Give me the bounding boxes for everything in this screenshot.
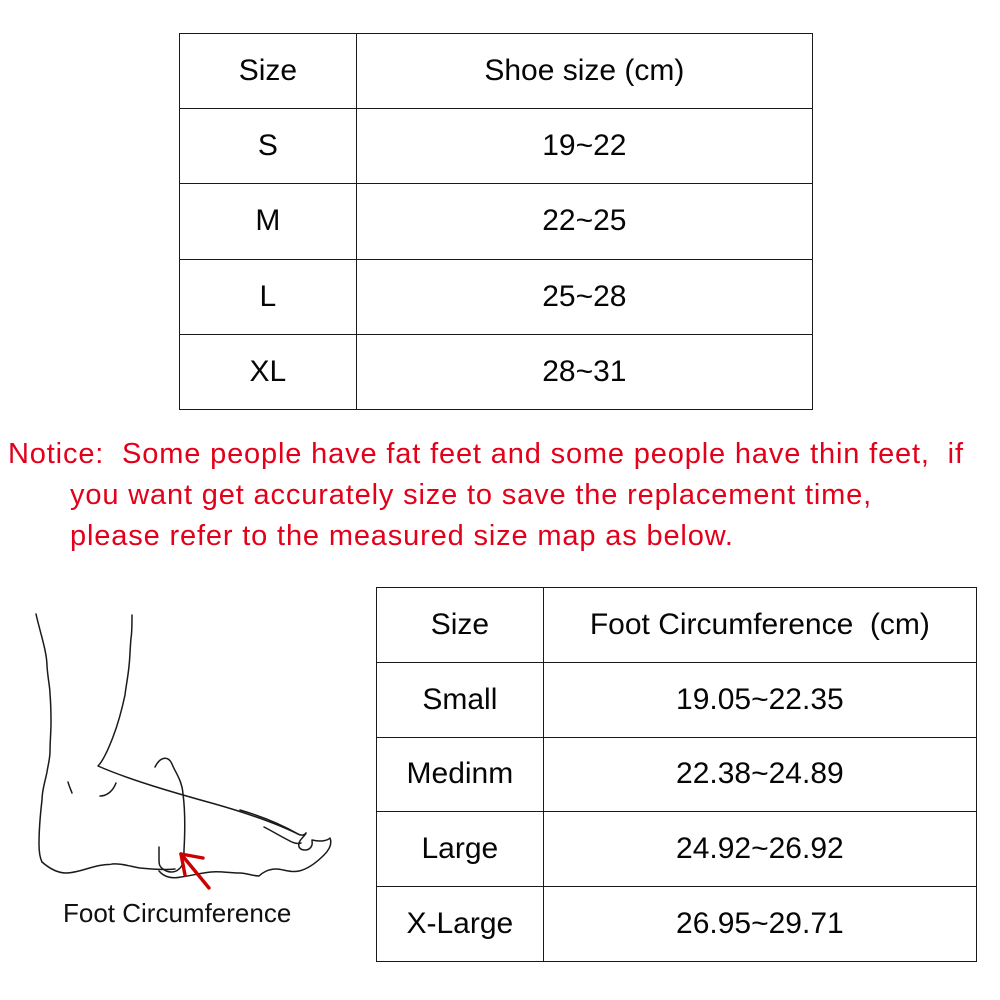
svg-text:Foot Circumference: Foot Circumference [63,898,291,928]
